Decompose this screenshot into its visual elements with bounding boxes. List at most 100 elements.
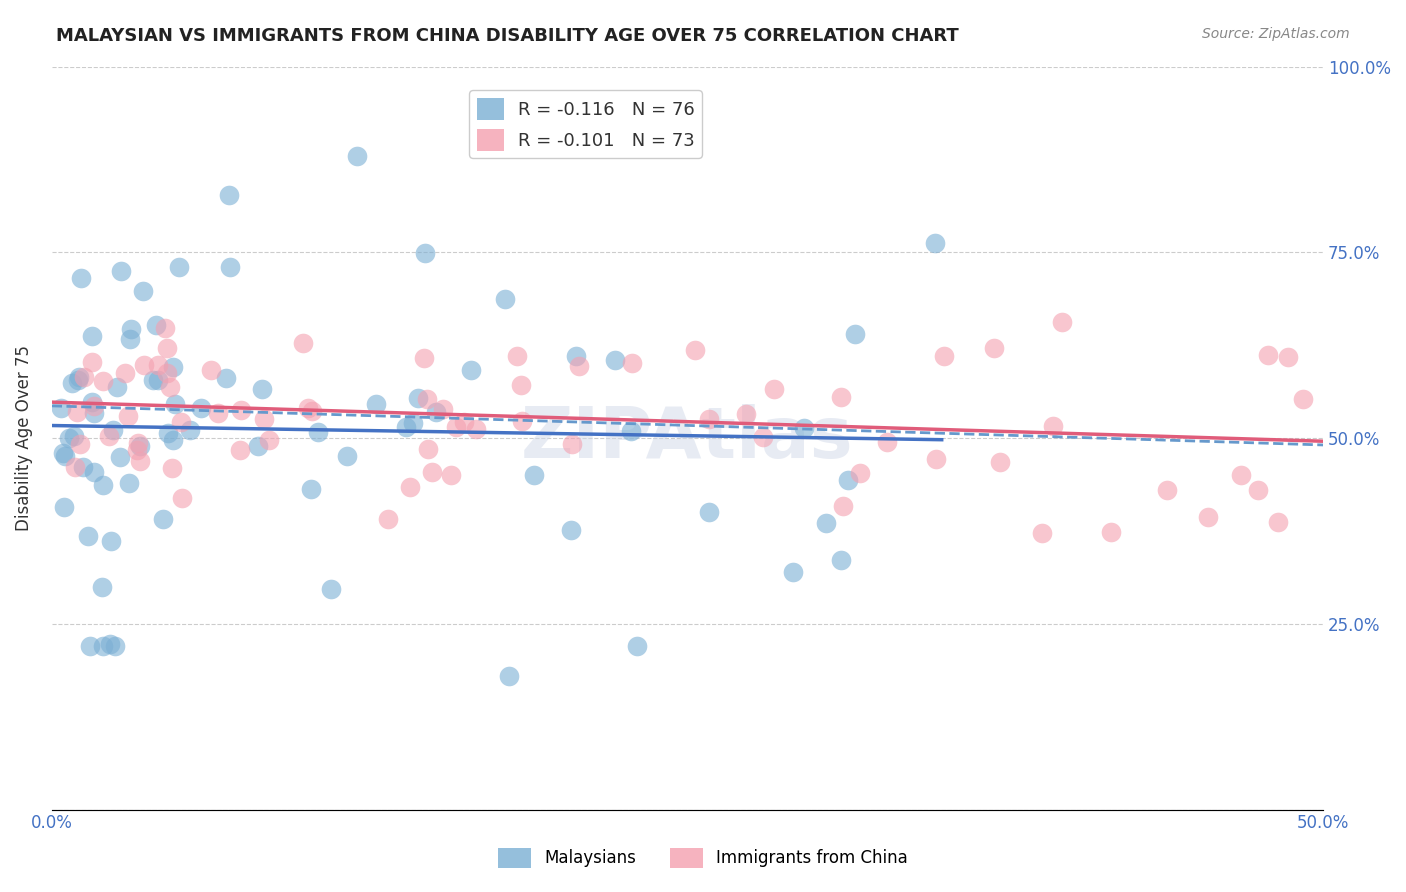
Point [218, 260, 240, 275]
Point [58, 431, 80, 445]
Point [494, 292, 516, 306]
Point [167, 260, 190, 275]
Point [90, 580, 112, 594]
Point [990, 455, 1012, 469]
Point [837, 473, 859, 487]
Point [73, 370, 96, 384]
Point [108, 450, 131, 464]
Point [849, 466, 872, 480]
Point [82, 394, 104, 409]
Point [510, 414, 533, 428]
Point [120, 322, 142, 336]
Point [83, 399, 105, 413]
Point [626, 639, 648, 653]
Point [91, 639, 114, 653]
Point [925, 452, 948, 467]
Y-axis label: Disability Age Over 75: Disability Age Over 75 [15, 345, 32, 531]
Point [146, 358, 169, 372]
Point [1267, 515, 1289, 529]
Point [82, 329, 104, 343]
Point [1099, 524, 1122, 539]
Point [924, 235, 946, 250]
Point [105, 380, 128, 394]
Point [162, 433, 184, 447]
Point [100, 533, 122, 548]
Point [215, 371, 238, 385]
Point [297, 401, 319, 416]
Point [735, 407, 758, 421]
Point [432, 402, 454, 417]
Point [207, 406, 229, 420]
Point [69, 437, 91, 451]
Point [93, 374, 115, 388]
Point [253, 411, 276, 425]
Point [561, 437, 583, 451]
Text: ZIPAtlas: ZIPAtlas [522, 403, 853, 473]
Point [250, 382, 273, 396]
Point [932, 350, 955, 364]
Point [444, 420, 467, 434]
Point [60, 376, 83, 390]
Point [156, 366, 179, 380]
Point [160, 461, 183, 475]
Point [763, 382, 786, 396]
Point [460, 363, 482, 377]
Point [406, 391, 429, 405]
Point [70, 270, 93, 285]
Point [118, 476, 141, 491]
Point [844, 326, 866, 341]
Point [364, 397, 387, 411]
Point [79, 639, 101, 653]
Point [247, 439, 270, 453]
Point [415, 392, 437, 406]
Point [697, 412, 720, 426]
Point [120, 332, 142, 346]
Point [125, 443, 148, 458]
Point [830, 553, 852, 567]
Point [91, 478, 114, 492]
Point [127, 435, 149, 450]
Point [399, 480, 422, 494]
Point [153, 321, 176, 335]
Point [1156, 483, 1178, 497]
Point [299, 482, 322, 496]
Point [568, 359, 591, 374]
Point [336, 449, 359, 463]
Point [200, 363, 222, 377]
Point [565, 349, 588, 363]
Point [83, 466, 105, 480]
Point [110, 264, 132, 278]
Point [179, 423, 201, 437]
Legend: R = -0.116   N = 76, R = -0.101   N = 73: R = -0.116 N = 76, R = -0.101 N = 73 [470, 90, 702, 158]
Point [1197, 509, 1219, 524]
Point [751, 430, 773, 444]
Point [66, 373, 89, 387]
Point [1257, 348, 1279, 362]
Point [49, 401, 72, 416]
Point [117, 409, 139, 423]
Point [439, 467, 461, 482]
Point [152, 512, 174, 526]
Point [259, 434, 281, 448]
Point [510, 378, 533, 392]
Point [395, 420, 418, 434]
Point [983, 342, 1005, 356]
Point [831, 500, 853, 514]
Point [104, 639, 127, 653]
Point [498, 669, 520, 683]
Point [620, 356, 643, 370]
Point [1291, 392, 1313, 406]
Point [782, 565, 804, 579]
Point [101, 423, 124, 437]
Point [465, 422, 488, 436]
Point [66, 405, 89, 419]
Point [292, 335, 315, 350]
Point [159, 380, 181, 394]
Point [412, 351, 434, 366]
Point [830, 390, 852, 404]
Point [793, 420, 815, 434]
Point [63, 460, 86, 475]
Point [132, 358, 155, 372]
Point [52, 500, 75, 515]
Point [506, 349, 529, 363]
